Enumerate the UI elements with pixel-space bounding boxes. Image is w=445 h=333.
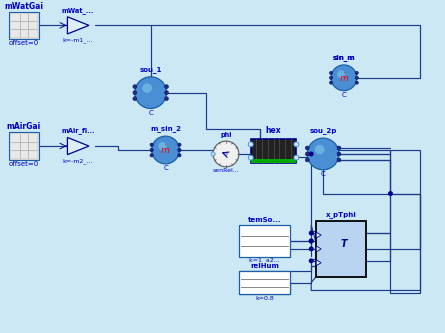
Circle shape	[211, 152, 215, 156]
FancyBboxPatch shape	[251, 160, 296, 163]
Circle shape	[305, 152, 309, 156]
Text: sou_2p: sou_2p	[309, 127, 337, 134]
Circle shape	[142, 84, 152, 93]
Circle shape	[152, 136, 179, 164]
Text: m_sin_2: m_sin_2	[150, 125, 181, 132]
FancyBboxPatch shape	[9, 132, 39, 160]
Text: offset=0: offset=0	[9, 40, 39, 46]
Circle shape	[337, 152, 341, 156]
Text: $\dot{m}$: $\dot{m}$	[161, 144, 170, 156]
Text: offset=0: offset=0	[9, 161, 39, 167]
Polygon shape	[316, 246, 321, 252]
Circle shape	[309, 238, 314, 243]
Text: C: C	[163, 166, 168, 171]
FancyBboxPatch shape	[251, 139, 296, 163]
Polygon shape	[68, 17, 89, 34]
Circle shape	[248, 155, 253, 160]
Circle shape	[331, 65, 357, 91]
Circle shape	[388, 191, 393, 196]
Text: sin_m: sin_m	[332, 54, 355, 61]
Circle shape	[178, 148, 181, 152]
Text: hex: hex	[266, 126, 281, 135]
Circle shape	[329, 71, 332, 75]
Circle shape	[307, 138, 339, 170]
Circle shape	[294, 142, 299, 147]
Polygon shape	[316, 232, 321, 238]
Text: k=0.8: k=0.8	[255, 296, 274, 301]
Text: k=1  a2...: k=1 a2...	[249, 258, 280, 263]
Text: mAirGai: mAirGai	[7, 122, 41, 131]
Circle shape	[133, 91, 137, 95]
FancyBboxPatch shape	[11, 14, 36, 37]
Circle shape	[337, 146, 341, 150]
Circle shape	[355, 71, 358, 75]
Text: x_pTphi: x_pTphi	[326, 211, 356, 218]
FancyBboxPatch shape	[239, 271, 291, 294]
FancyBboxPatch shape	[9, 12, 39, 39]
Circle shape	[309, 246, 314, 251]
Circle shape	[329, 81, 332, 84]
Text: relHum: relHum	[250, 263, 279, 269]
Circle shape	[178, 143, 181, 147]
Circle shape	[337, 70, 345, 78]
Circle shape	[133, 85, 137, 89]
Text: temSo...: temSo...	[248, 217, 281, 223]
Circle shape	[309, 152, 314, 157]
Text: C: C	[342, 92, 346, 98]
Circle shape	[309, 258, 314, 263]
Circle shape	[248, 142, 253, 147]
Circle shape	[225, 153, 227, 155]
Text: $\dot{m}$: $\dot{m}$	[339, 72, 349, 84]
Circle shape	[309, 231, 314, 235]
Circle shape	[150, 143, 154, 147]
Circle shape	[135, 77, 166, 109]
Circle shape	[337, 158, 341, 162]
Circle shape	[315, 145, 324, 154]
Circle shape	[305, 158, 309, 162]
Text: sou_1: sou_1	[139, 66, 162, 73]
Circle shape	[305, 146, 309, 150]
Text: mWat_...: mWat_...	[62, 7, 94, 14]
Circle shape	[165, 85, 168, 89]
Circle shape	[309, 238, 314, 243]
Circle shape	[213, 141, 239, 167]
Polygon shape	[316, 260, 321, 266]
Text: phi: phi	[220, 132, 232, 138]
Text: senRel...: senRel...	[213, 168, 239, 173]
Circle shape	[355, 76, 358, 79]
Text: mAir_fl...: mAir_fl...	[61, 127, 95, 134]
Circle shape	[133, 97, 137, 101]
Text: C: C	[321, 171, 325, 177]
FancyBboxPatch shape	[239, 225, 291, 257]
Text: C: C	[148, 110, 153, 116]
Circle shape	[165, 97, 168, 101]
Circle shape	[165, 91, 168, 95]
Circle shape	[329, 76, 332, 79]
FancyBboxPatch shape	[316, 221, 366, 277]
Text: mWatGai: mWatGai	[4, 2, 43, 11]
Circle shape	[294, 155, 299, 160]
Circle shape	[150, 148, 154, 152]
Circle shape	[355, 81, 358, 84]
Text: sin_m: sin_m	[332, 54, 355, 61]
Text: k=-m2_...: k=-m2_...	[63, 158, 93, 164]
FancyBboxPatch shape	[11, 134, 36, 158]
Text: T: T	[340, 239, 347, 249]
Polygon shape	[68, 138, 89, 155]
Circle shape	[150, 154, 154, 157]
Circle shape	[178, 154, 181, 157]
Text: k=-m1_...: k=-m1_...	[63, 37, 93, 43]
Circle shape	[158, 142, 166, 150]
